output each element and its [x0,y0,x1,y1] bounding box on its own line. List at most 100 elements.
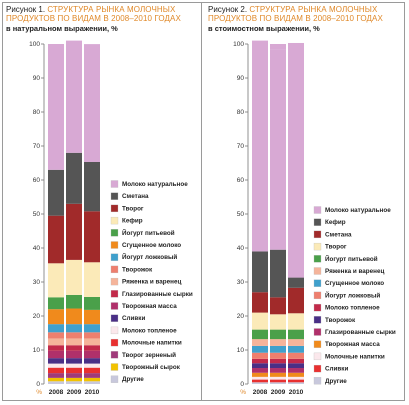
bar-segment-сгущенное-молоко-2010 [84,309,100,325]
bar-segment-сгущенное-молоко-2008 [48,309,64,325]
bar-segment-сметана-2010 [84,161,100,212]
y-tick-label: 100 [29,41,40,48]
bar-segment-молочные-напитки-2008 [252,376,268,380]
legend-label-йогурт-ложковый: Йогурт ложковый [325,290,380,299]
y-tick-label: 60 [237,177,245,184]
bar-segment-молоко-топленое-2010 [84,363,100,368]
panel-divider [201,2,202,401]
chart-subtitle: в стоимостном выражении, % [208,24,320,33]
bar-segment-молочные-напитки-2010 [84,367,100,374]
y-tick-label: 80 [33,109,41,116]
bar-segment-сливки-2008 [48,358,64,364]
bar-segment-кефир-2010 [288,277,304,288]
bar-segment-молоко-топленое-2008 [48,363,64,368]
y-tick-label: 0 [36,381,40,388]
y-tick-label: 50 [33,211,41,218]
legend-swatch-другие [110,375,119,383]
bar-segment-творожная-масса-2008 [252,372,268,377]
bar-segment-йогурт-ложковый-2009 [270,352,286,359]
legend-swatch-творожная-масса [110,302,119,310]
legend-label-кефир: Кефир [122,218,143,225]
y-tick-label: 100 [233,41,244,48]
bar-segment-ряженка-и-варенец-2010 [84,338,100,346]
y-tick-label: 30 [237,279,245,286]
chart-panel-natural: Рисунок 1. СТРУКТУРА РЫНКА МОЛОЧНЫХ ПРОД… [0,0,200,405]
bar-segment-творог-2009 [66,203,82,260]
legend-label-молоко-топленое: Молоко топленое [325,305,380,312]
chart-svg-natural: 0 10 20 30 40 50 60 70 80 90 100 2008 2009 2010% Молок… [29,40,193,396]
bar-segment-творог-2008 [252,312,268,330]
bar-segment-кефир-2009 [66,259,82,295]
legend-label-глазированные-сырки: Глазированные сырки [122,291,193,298]
bar-segment-молочные-напитки-2008 [48,367,64,374]
bar-segment-творог-2010 [84,211,100,263]
bar-segment-fill [270,44,286,50]
legend-label-молоко-натуральное: Молоко натуральное [325,207,391,214]
legend-swatch-молочные-напитки [313,352,322,361]
chart-panel-value: Рисунок 2. СТРУКТУРА РЫНКА МОЛОЧНЫХ ПРОД… [204,0,404,405]
legend-label-творожная-масса: Творожная масса [122,303,177,310]
bar-segment-йогурт-ложковый-2010 [84,324,100,333]
bar-segment-творожный-сырок-2009 [66,377,82,382]
bar-segment-молоко-натуральное-2010 [84,44,100,162]
y-tick-label: 80 [237,109,245,116]
bar-segment-йогурт-питьевой-2008 [48,297,64,310]
legend-swatch-творожная-масса [313,340,322,348]
bar-segment-молоко-топленое-2009 [66,363,82,368]
legend-swatch-йогурт-питьевой [110,229,119,237]
bar-segment-молоко-топленое-2008 [252,358,268,364]
legend-swatch-творог [313,242,322,251]
bar-segment-творог-2008 [48,215,64,264]
x-tick-label: 2008 [49,389,64,396]
x-tick-label: 2010 [85,389,100,396]
legend-swatch-сметана [313,230,322,239]
bar-segment-сгущенное-молоко-2009 [66,308,82,325]
legend-swatch-ряженка-и-варенец [110,277,119,286]
bar-segment-творожная-масса-2010 [288,372,304,377]
legend-label-сметана: Сметана [122,193,149,200]
bar-segment-творог-зерненый-2008 [48,373,64,378]
bar-segment-йогурт-питьевой-2010 [84,296,100,310]
legend-swatch-творожный-сырок [110,363,119,371]
y-tick-label: 70 [33,143,41,150]
y-tick-label: 40 [237,245,245,252]
bar-segment-йогурт-ложковый-2010 [288,352,304,359]
bar-segment-глазированные-сырки-2010 [288,368,304,373]
bar-segment-сгущенное-молоко-2010 [288,345,304,353]
legend-label-молоко-натуральное: Молоко натуральное [122,181,188,188]
legend-label-другие: Другие [325,378,347,385]
chart-title: Рисунок 1. СТРУКТУРА РЫНКА МОЛОЧНЫХ ПРОД… [6,5,202,23]
legend-swatch-кефир [110,216,119,225]
legend-label-ряженка-и-варенец: Ряженка и варенец [325,268,384,275]
bar-segment-ряженка-и-варенец-2009 [66,338,82,346]
bar-segment-молоко-натуральное-2008 [48,44,64,170]
legend-swatch-молоко-натуральное [313,206,322,214]
bar-segment-ряженка-и-варенец-2009 [270,339,286,346]
legend-swatch-сливки [110,314,119,322]
bar-segment-творожок-2010 [84,332,100,339]
y-tick-label: 90 [237,75,245,82]
legend-label-творог-зерненый: Творог зерненый [122,351,176,359]
bar-segment-сливки-2010 [288,379,304,383]
figure-title: СТРУКТУРА РЫНКА МОЛОЧНЫХ ПРОДУКТОВ ПО ВИ… [6,5,181,23]
bar-segment-сметана-2010 [288,287,304,314]
legend-swatch-другие [313,377,322,385]
chart-title: Рисунок 2. СТРУКТУРА РЫНКА МОЛОЧНЫХ ПРОД… [208,5,404,23]
bar-segment-сметана-2008 [252,292,268,313]
bar-segment-сливки-2010 [84,358,100,364]
bar-segment-молоко-натуральное-2009 [66,40,82,153]
bar-segment-ряженка-и-варенец-2010 [288,339,304,346]
bar-segment-молоко-топленое-2010 [288,358,304,364]
legend-swatch-йогурт-ложковый [110,253,119,261]
legend-label-сметана: Сметана [325,231,352,238]
legend-swatch-сгущенное-молоко [110,241,119,249]
legend-label-творожный-сырок: Творожный сырок [122,363,181,371]
legend-label-сливки: Сливки [325,366,348,373]
legend-label-сгущенное-молоко: Сгущенное молоко [325,280,384,287]
bar-segment-творожный-сырок-2010 [84,377,100,382]
bar-segment-кефир-2008 [252,251,268,293]
bar-segment-сметана-2008 [48,169,64,216]
legend-label-ряженка-и-варенец: Ряженка и варенец [122,279,181,286]
bar-segment-глазированные-сырки-2008 [252,368,268,373]
bar-segment-творожная-масса-2009 [66,350,82,359]
